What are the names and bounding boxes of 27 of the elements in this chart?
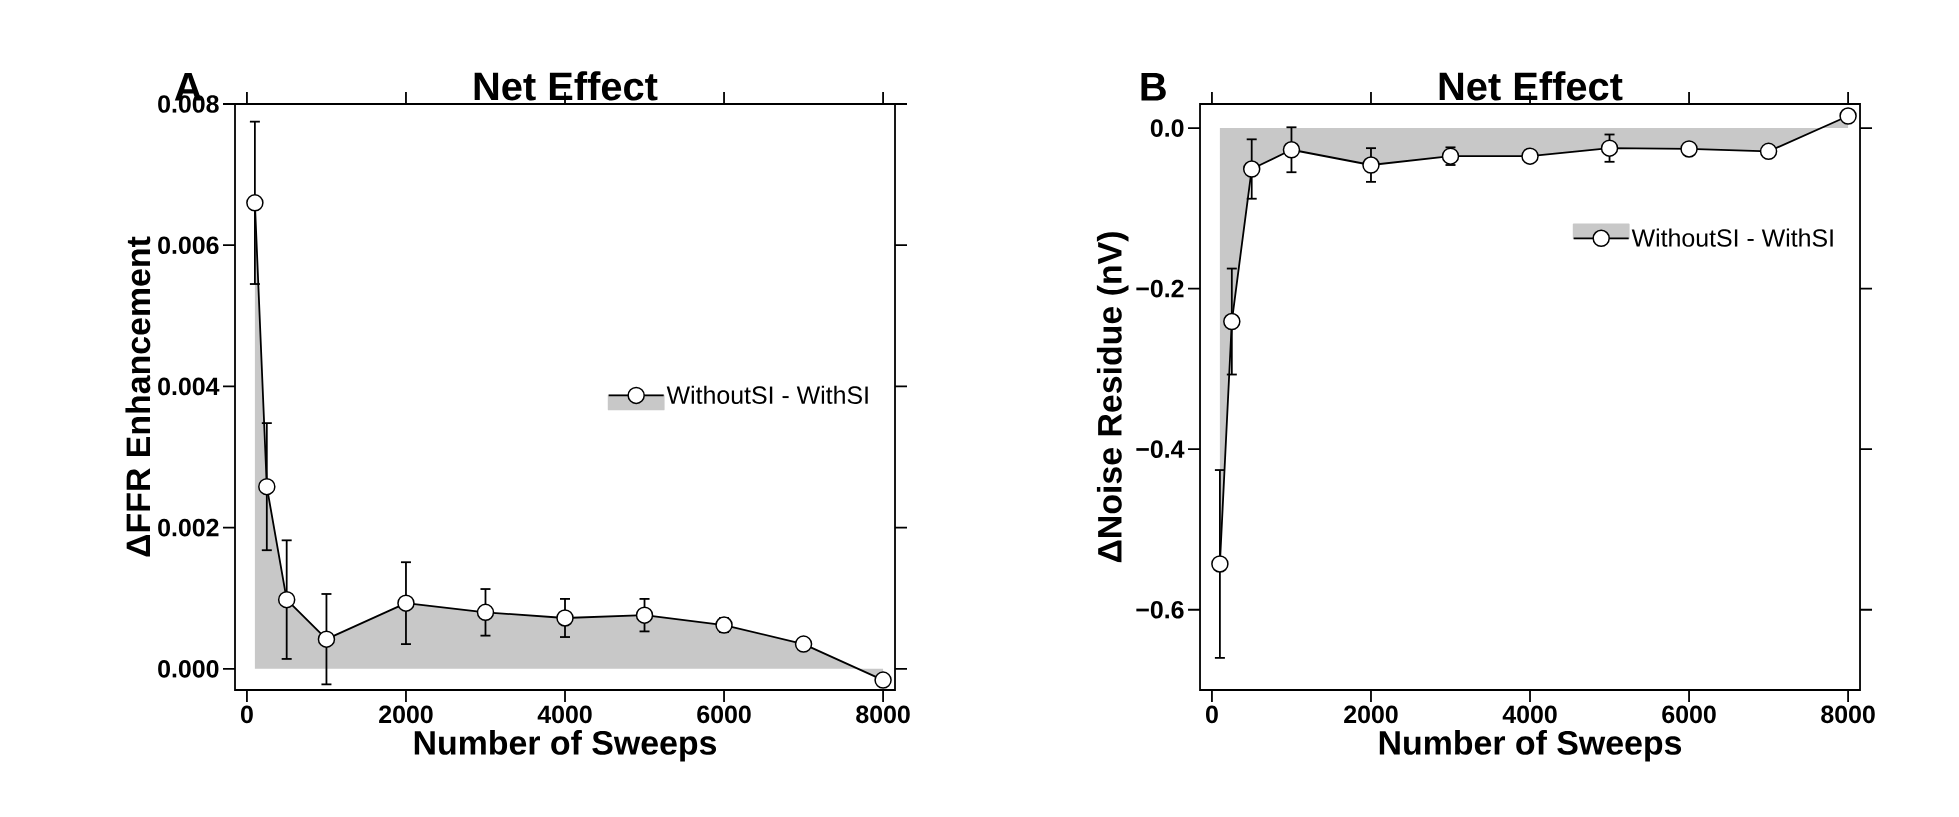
text: B — [1141, 73, 1166, 101]
y-tick-label: 0.000 — [158, 660, 219, 678]
x-tick-label: 8000 — [856, 705, 910, 724]
x-tick-label: 0 — [1206, 705, 1218, 724]
y-tick-label: 0.0 — [1150, 119, 1184, 137]
y-tick-label: −0.6 — [1136, 600, 1184, 619]
x-tick-label: 4000 — [537, 705, 592, 724]
y-axis-title: ΔNoise Residue (nV) — [1096, 232, 1129, 563]
y-axis-title: ΔFFR Enhancement — [125, 236, 151, 557]
legend-label: WithoutSI - WithSI — [666, 385, 868, 404]
y-tick-label: −0.4 — [1136, 440, 1185, 458]
y-tick-label: 0.006 — [158, 236, 219, 255]
y-tick-label: 0.004 — [158, 377, 220, 396]
y-tick-label: 0.002 — [158, 518, 219, 537]
x-axis-title: Number of Sweeps — [414, 729, 717, 762]
x-tick-label: 6000 — [1662, 705, 1716, 724]
chart-title: Net Effect — [474, 71, 658, 101]
x-tick-label: 8000 — [1821, 705, 1875, 724]
x-axis-title: Number of Sweeps — [1379, 729, 1682, 762]
x-tick-label: 2000 — [1344, 705, 1398, 724]
y-tick-label: −0.2 — [1136, 279, 1184, 298]
x-tick-label: 2000 — [379, 705, 433, 724]
legend-label: WithoutSI - WithSI — [1631, 228, 1833, 247]
x-tick-label: 4000 — [1502, 705, 1557, 724]
x-tick-label: 0 — [240, 705, 253, 724]
x-tick-label: 6000 — [697, 705, 751, 724]
chart-title: Net Effect — [1439, 71, 1623, 101]
